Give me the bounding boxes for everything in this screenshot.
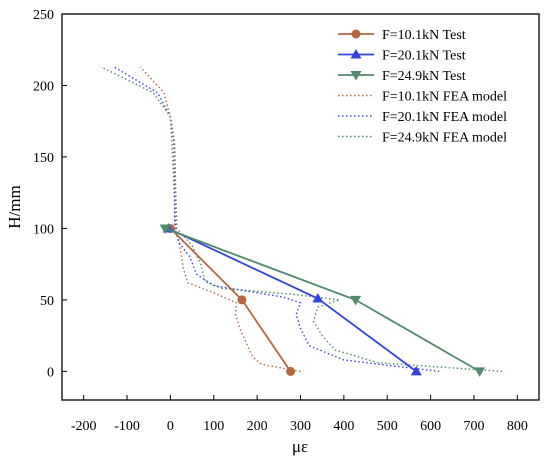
x-tick-label: 500 (377, 419, 398, 434)
legend-label: F=10.1kN Test (382, 28, 466, 43)
data-point (410, 365, 422, 376)
y-tick-label: 250 (33, 8, 54, 23)
data-point (350, 295, 362, 306)
ticks-layer: -200 -100 0 100 200 300 400 500 600 700 800 0 50 100 1… (33, 8, 528, 434)
x-tick-label: 300 (290, 419, 311, 434)
legend: F=10.1kN Test F=20.1kN Test F=24.9kN Test F… (338, 28, 507, 146)
plot-frame (61, 13, 540, 401)
legend-label: F=24.9kN FEA model (382, 131, 507, 146)
data-point (237, 295, 247, 305)
series-line (139, 66, 301, 373)
series-3 (139, 66, 301, 373)
legend-marker (350, 49, 362, 59)
series-5 (100, 66, 503, 373)
series-0 (165, 223, 296, 376)
y-tick-label: 200 (33, 79, 54, 94)
x-tick-label: -200 (71, 419, 97, 434)
legend-label: F=20.1kN Test (382, 49, 466, 64)
legend-item: F=20.1kN Test (338, 49, 466, 64)
data-point (474, 367, 486, 377)
x-axis-title: με (292, 437, 308, 456)
x-tick-label: 700 (463, 419, 484, 434)
y-tick-label: 50 (40, 294, 54, 309)
series-line (100, 66, 503, 373)
legend-item: F=10.1kN FEA model (338, 90, 507, 105)
legend-item: F=24.9kN FEA model (338, 131, 507, 146)
series-layer (100, 66, 503, 377)
y-tick-label: 0 (47, 365, 54, 380)
legend-item: F=20.1kN FEA model (338, 110, 507, 125)
x-tick-label: 400 (333, 419, 354, 434)
legend-item: F=10.1kN Test (338, 28, 466, 43)
data-point (159, 224, 171, 234)
series-line (169, 227, 292, 372)
x-tick-label: 800 (507, 419, 528, 434)
y-tick-label: 150 (33, 151, 54, 166)
y-tick-label: 100 (33, 222, 54, 237)
y-axis-title: H/mm (5, 185, 24, 228)
legend-marker (350, 71, 362, 81)
x-tick-label: 0 (167, 419, 174, 434)
x-tick-label: 100 (203, 419, 224, 434)
legend-label: F=24.9kN Test (382, 69, 466, 84)
legend-label: F=20.1kN FEA model (382, 110, 507, 125)
series-1 (162, 222, 422, 376)
x-tick-label: 200 (247, 419, 268, 434)
data-point (286, 366, 296, 376)
legend-marker (351, 29, 361, 39)
series-2 (159, 224, 486, 377)
legend-item: F=24.9kN Test (338, 69, 466, 84)
legend-label: F=10.1kN FEA model (382, 90, 507, 105)
x-tick-label: -100 (114, 419, 140, 434)
x-tick-label: 600 (420, 419, 441, 434)
data-point (312, 292, 324, 303)
